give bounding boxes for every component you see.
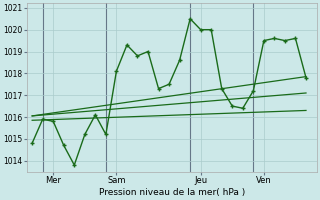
X-axis label: Pression niveau de la mer( hPa ): Pression niveau de la mer( hPa ): [99, 188, 245, 197]
